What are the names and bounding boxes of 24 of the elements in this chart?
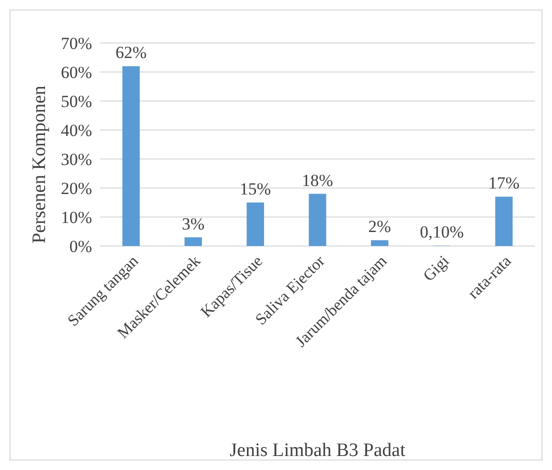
x-tick-label: Gigi	[420, 252, 453, 285]
bar	[122, 66, 140, 246]
data-label: 17%	[488, 174, 520, 193]
data-label: 3%	[182, 214, 205, 234]
y-tick-label: 0%	[69, 236, 92, 256]
y-tick-label: 70%	[60, 34, 92, 53]
data-label: 62%	[115, 43, 147, 62]
y-tick-label: 50%	[60, 92, 92, 111]
bar	[246, 202, 264, 246]
y-axis-title: Persenen Komponen	[29, 85, 50, 244]
y-tick-label: 30%	[60, 150, 92, 169]
data-label: 15%	[240, 180, 271, 198]
bar	[495, 196, 513, 246]
data-label: 2%	[368, 217, 391, 236]
y-tick-label: 40%	[60, 120, 92, 140]
data-label: 0,10%	[420, 222, 464, 242]
x-axis-title: Jenis Limbah B3 Padat	[230, 440, 406, 461]
y-tick-label: 20%	[60, 178, 92, 198]
bar	[308, 194, 326, 246]
y-tick-label: 60%	[60, 62, 92, 82]
data-label: 18%	[302, 170, 334, 190]
bar	[184, 237, 202, 246]
y-tick-label: 10%	[60, 208, 92, 227]
bar	[370, 240, 388, 246]
